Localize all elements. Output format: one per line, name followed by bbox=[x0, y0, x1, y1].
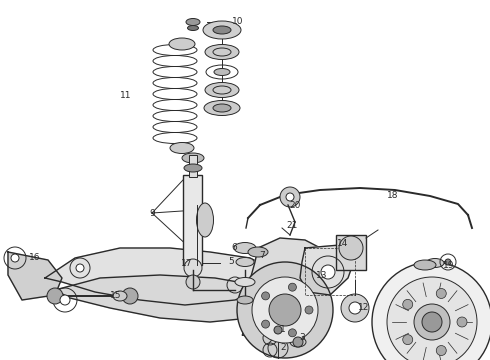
Circle shape bbox=[321, 265, 335, 279]
Circle shape bbox=[11, 254, 19, 262]
Ellipse shape bbox=[236, 257, 254, 266]
Circle shape bbox=[414, 304, 450, 340]
Circle shape bbox=[436, 288, 446, 298]
Circle shape bbox=[403, 300, 413, 309]
Circle shape bbox=[293, 337, 303, 347]
Ellipse shape bbox=[414, 260, 436, 270]
Circle shape bbox=[403, 335, 413, 345]
Circle shape bbox=[274, 326, 282, 334]
Ellipse shape bbox=[235, 278, 255, 287]
Ellipse shape bbox=[237, 296, 253, 304]
Text: 9: 9 bbox=[149, 208, 155, 217]
Ellipse shape bbox=[248, 247, 268, 257]
Text: 21: 21 bbox=[286, 221, 298, 230]
Ellipse shape bbox=[213, 26, 231, 34]
Text: 1: 1 bbox=[280, 325, 286, 334]
Ellipse shape bbox=[290, 337, 306, 347]
Circle shape bbox=[341, 294, 369, 322]
Text: 7: 7 bbox=[259, 251, 265, 260]
Circle shape bbox=[60, 295, 70, 305]
Polygon shape bbox=[45, 248, 270, 305]
Bar bbox=[189, 155, 197, 177]
Ellipse shape bbox=[204, 100, 240, 116]
Ellipse shape bbox=[186, 18, 200, 26]
Text: 14: 14 bbox=[337, 239, 349, 248]
Bar bbox=[183, 175, 202, 265]
Ellipse shape bbox=[205, 45, 239, 59]
Text: 18: 18 bbox=[387, 190, 399, 199]
Circle shape bbox=[305, 306, 313, 314]
Text: 12: 12 bbox=[358, 303, 369, 312]
Circle shape bbox=[269, 294, 301, 326]
Text: 10: 10 bbox=[232, 18, 244, 27]
Circle shape bbox=[252, 277, 318, 343]
Text: 6: 6 bbox=[231, 243, 237, 252]
Circle shape bbox=[387, 277, 477, 360]
Circle shape bbox=[186, 275, 200, 289]
Ellipse shape bbox=[205, 82, 239, 98]
Circle shape bbox=[436, 346, 446, 356]
Circle shape bbox=[289, 283, 296, 291]
Ellipse shape bbox=[214, 68, 230, 76]
Text: 17: 17 bbox=[181, 258, 193, 267]
Circle shape bbox=[372, 262, 490, 360]
Circle shape bbox=[47, 288, 63, 304]
Polygon shape bbox=[8, 252, 62, 300]
Circle shape bbox=[262, 292, 270, 300]
Text: 20: 20 bbox=[289, 201, 301, 210]
Ellipse shape bbox=[203, 21, 241, 39]
Circle shape bbox=[422, 312, 442, 332]
Text: 3: 3 bbox=[299, 333, 305, 342]
Circle shape bbox=[339, 236, 363, 260]
Circle shape bbox=[262, 320, 270, 328]
Polygon shape bbox=[55, 275, 265, 322]
Text: 11: 11 bbox=[120, 90, 132, 99]
Ellipse shape bbox=[188, 26, 198, 31]
Circle shape bbox=[286, 193, 294, 201]
Circle shape bbox=[349, 302, 361, 314]
Text: 5: 5 bbox=[228, 256, 234, 266]
Text: 15: 15 bbox=[110, 292, 122, 301]
Bar bbox=[336, 235, 366, 270]
Circle shape bbox=[289, 329, 296, 337]
Circle shape bbox=[184, 259, 202, 277]
Polygon shape bbox=[250, 238, 338, 338]
Circle shape bbox=[280, 187, 300, 207]
Ellipse shape bbox=[196, 203, 214, 237]
Circle shape bbox=[445, 259, 451, 265]
Ellipse shape bbox=[113, 291, 127, 301]
Circle shape bbox=[76, 264, 84, 272]
Text: 13: 13 bbox=[316, 270, 328, 279]
Ellipse shape bbox=[184, 164, 202, 172]
Ellipse shape bbox=[426, 258, 444, 267]
Text: 16: 16 bbox=[29, 253, 41, 262]
Circle shape bbox=[237, 262, 333, 358]
Ellipse shape bbox=[234, 243, 256, 253]
Ellipse shape bbox=[169, 38, 195, 50]
Ellipse shape bbox=[182, 153, 204, 163]
Ellipse shape bbox=[213, 104, 231, 112]
Polygon shape bbox=[300, 245, 355, 295]
Circle shape bbox=[122, 288, 138, 304]
Circle shape bbox=[457, 317, 467, 327]
Text: 19: 19 bbox=[443, 261, 455, 270]
Text: 2: 2 bbox=[280, 343, 286, 352]
Ellipse shape bbox=[170, 143, 194, 153]
